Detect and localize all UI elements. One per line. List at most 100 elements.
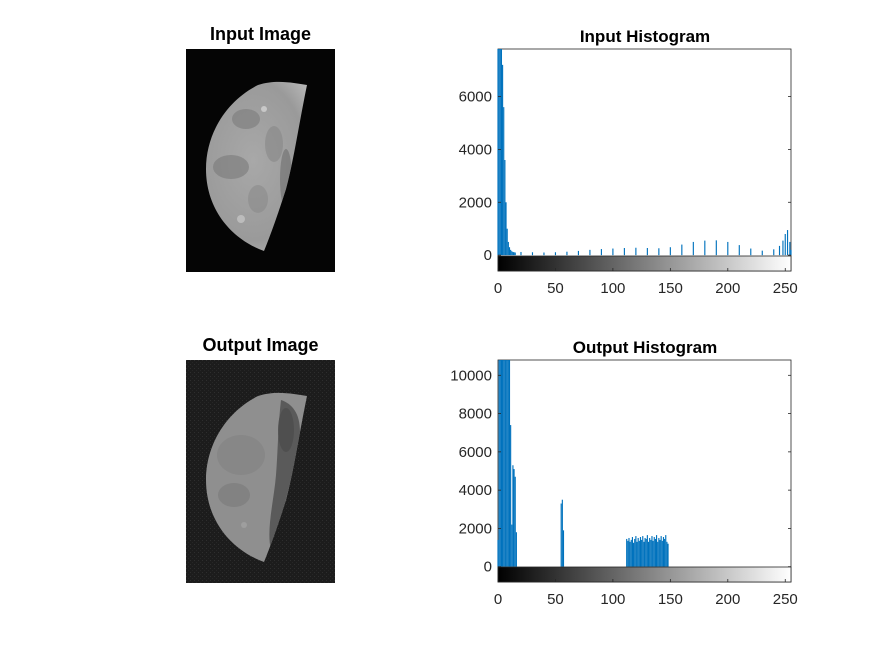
input-histogram-bar (646, 248, 648, 256)
input-histogram-x-tick-label: 150 (658, 280, 683, 297)
input-histogram-bar (790, 249, 792, 256)
input-moon-image (186, 49, 335, 272)
input-histogram-x-axis: 0 50 100 150 200 250 (494, 268, 798, 297)
input-histogram-bar (612, 248, 614, 256)
input-histogram-bar (773, 249, 775, 256)
output-histogram-bar (630, 539, 632, 567)
output-histogram-bar (627, 540, 629, 567)
input-histogram-bar (566, 251, 568, 256)
output-histogram-bar (561, 499, 563, 567)
output-histogram-bar (652, 540, 654, 567)
input-histogram-bar (715, 240, 717, 256)
output-histogram-bar (513, 469, 515, 567)
input-histogram-bar (778, 245, 781, 256)
output-histogram-bar (639, 537, 642, 567)
output-histogram-bar (508, 360, 511, 567)
output-histogram-bar (626, 538, 628, 567)
output-histogram-bar (506, 360, 508, 567)
output-histogram-bar (628, 537, 630, 567)
output-histogram-bar (660, 536, 662, 567)
output-histogram-bar (655, 535, 658, 567)
input-histogram-bar (623, 248, 625, 256)
output-histogram-bar (649, 537, 651, 567)
input-histogram-bar (784, 234, 786, 256)
input-histogram-bar (511, 251, 513, 256)
output-histogram-bars (497, 360, 669, 567)
input-histogram-plot-area (497, 48, 792, 272)
input-histogram-bar (513, 252, 515, 256)
output-histogram-x-tick-label: 150 (658, 591, 683, 608)
input-histogram-y-tick-label: 2000 (459, 194, 492, 211)
input-histogram-bar (503, 107, 505, 256)
input-image-title: Input Image (209, 24, 311, 44)
output-moon-image (186, 360, 335, 583)
input-histogram-bars (497, 49, 792, 256)
input-histogram-bar (531, 252, 534, 256)
input-histogram-bar (497, 49, 499, 256)
input-histogram-y-tick-label: 0 (484, 247, 492, 264)
input-histogram-bar (600, 249, 602, 256)
output-histogram-bar (512, 465, 514, 567)
output-histogram-bar (504, 360, 506, 567)
output-histogram-bar (507, 360, 509, 567)
output-histogram-title: Output Histogram (573, 338, 718, 357)
output-histogram-bar (643, 541, 645, 567)
output-histogram-x-tick-label: 250 (773, 591, 798, 608)
input-histogram-bar (658, 248, 660, 256)
input-histogram-bar (761, 250, 763, 256)
output-histogram-bar (647, 541, 650, 567)
input-histogram-x-tick-label: 250 (773, 280, 798, 297)
output-histogram-bar (654, 538, 656, 567)
input-histogram-bar (692, 241, 694, 256)
output-histogram-bar (631, 537, 633, 567)
output-histogram-bar (497, 539, 499, 567)
input-histogram-title: Input Histogram (580, 27, 710, 46)
input-histogram-bar (738, 245, 740, 256)
output-histogram-y-tick-label: 0 (484, 559, 492, 576)
input-histogram-bar (704, 240, 706, 256)
output-histogram-bar (661, 540, 663, 567)
output-histogram-bar (658, 537, 660, 567)
output-histogram-y-tick-label: 2000 (459, 520, 492, 537)
output-histogram-bar (645, 538, 647, 567)
output-histogram-y-tick-label: 10000 (450, 367, 492, 384)
input-histogram-bar (499, 49, 501, 256)
input-histogram-bar (589, 249, 591, 256)
output-histogram-bar (503, 360, 505, 567)
output-histogram-bar (498, 360, 500, 567)
output-histogram-bar (515, 532, 517, 567)
output-histogram-bar (665, 535, 667, 567)
input-histogram-bar (786, 230, 789, 256)
input-histogram-x-tick-label: 200 (715, 280, 740, 297)
output-histogram-x-tick-label: 100 (600, 591, 625, 608)
input-histogram-bar (508, 247, 511, 256)
input-histogram-x-tick-label: 50 (547, 280, 564, 297)
output-histogram-bar (510, 425, 512, 567)
input-histogram-x-tick-label: 0 (494, 280, 502, 297)
output-histogram-bar (514, 476, 516, 567)
input-histogram-bar (514, 252, 516, 256)
input-histogram-bar (510, 249, 512, 256)
output-histogram-y-axis: 0 2000 4000 6000 8000 10000 (450, 367, 791, 576)
input-histogram-bar (507, 241, 509, 256)
output-histogram-bar (511, 524, 513, 567)
output-histogram-bar (636, 541, 638, 567)
input-histogram-x-tick-label: 100 (600, 280, 625, 297)
output-histogram-bar (653, 537, 655, 567)
input-histogram-bar (669, 247, 671, 256)
input-histogram-bar (502, 64, 504, 256)
output-histogram-bar (641, 539, 643, 567)
input-histogram-colorbar (497, 255, 792, 272)
input-histogram-bar (504, 160, 506, 256)
input-histogram-bar (554, 252, 557, 256)
output-histogram-bar (646, 535, 648, 567)
output-histogram-bar (662, 537, 665, 567)
input-histogram-bar (635, 247, 637, 256)
output-histogram-bar (629, 541, 631, 567)
output-histogram-y-tick-label: 8000 (459, 406, 492, 423)
output-histogram-x-axis: 0 50 100 150 200 250 (494, 579, 798, 608)
input-histogram-bar (506, 228, 508, 256)
input-histogram-y-tick-label: 4000 (459, 141, 492, 158)
